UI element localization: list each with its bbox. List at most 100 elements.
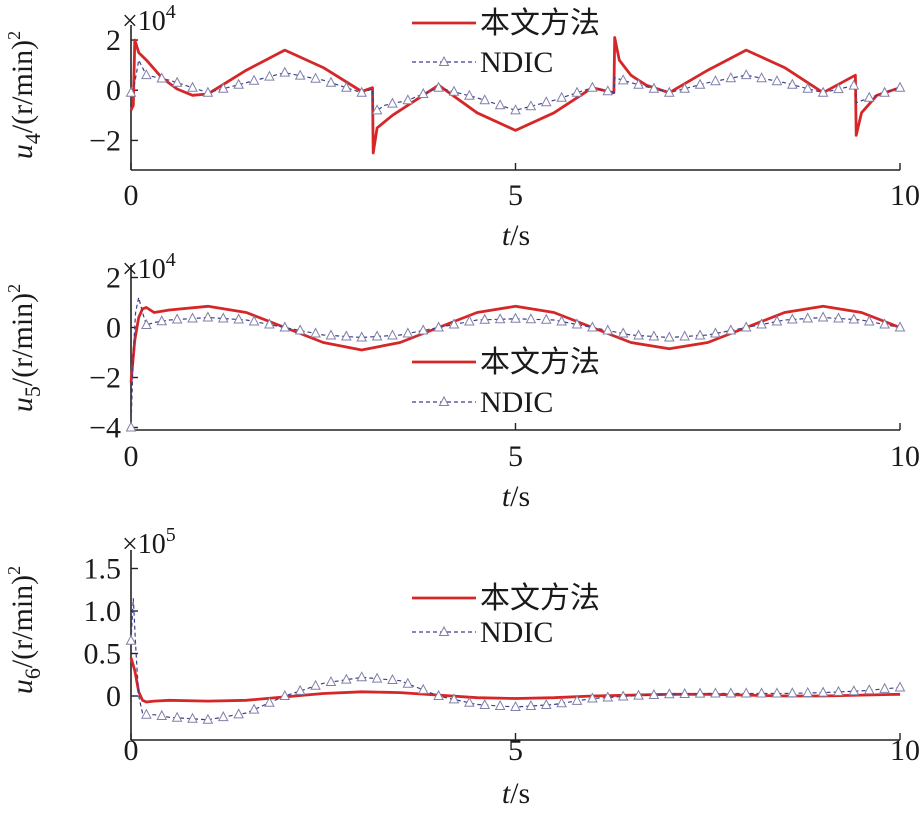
series-line-0 — [129, 657, 901, 704]
series-marker — [202, 311, 214, 322]
y-axis-sup: 2 — [4, 566, 24, 575]
x-tick-label: 5 — [508, 734, 523, 767]
axis-exponent-base: ×10 — [122, 6, 166, 37]
series-marker — [340, 673, 352, 684]
series-marker — [540, 313, 552, 324]
y-tick-label: 1.5 — [84, 553, 122, 586]
series-marker — [571, 86, 583, 97]
series-marker — [817, 311, 829, 322]
y-tick-label: 0 — [106, 680, 121, 713]
x-tick-label: 0 — [124, 179, 139, 212]
series-marker — [479, 313, 491, 324]
series-marker — [141, 318, 152, 329]
x-axis-label: t/s — [502, 219, 530, 252]
series-marker — [587, 321, 598, 332]
legend-label-0: 本文方法 — [480, 582, 600, 615]
series-marker — [802, 82, 814, 93]
series-marker — [602, 691, 614, 702]
series-marker — [325, 76, 337, 87]
series-marker — [433, 81, 444, 92]
series-marker — [848, 79, 860, 90]
series-marker — [725, 324, 737, 335]
series-marker — [387, 97, 398, 108]
series-marker — [141, 69, 152, 80]
series-marker — [587, 692, 598, 703]
series-marker — [171, 313, 183, 324]
series-marker — [433, 689, 444, 700]
y-axis-var: u — [6, 144, 39, 159]
series-marker — [817, 86, 829, 97]
y-axis-label: u5/(r/min)2 — [4, 284, 45, 412]
series-marker — [371, 672, 383, 683]
series-marker — [602, 85, 614, 96]
series-marker — [479, 698, 491, 710]
series-marker — [464, 315, 475, 326]
series-marker — [294, 324, 306, 335]
series-marker — [279, 66, 291, 77]
series-marker — [294, 684, 306, 695]
x-tick-label: 10 — [890, 179, 920, 212]
series-marker — [556, 697, 567, 708]
series-marker — [879, 318, 890, 329]
series-marker — [525, 699, 537, 711]
series-marker — [863, 315, 875, 326]
series-marker — [817, 686, 829, 697]
series-marker — [556, 315, 567, 326]
series-marker — [571, 694, 583, 705]
axis-exponent-base: ×10 — [122, 529, 166, 560]
series-marker — [448, 318, 460, 329]
series-marker — [171, 711, 183, 722]
x-axis-label: t/s — [502, 480, 530, 513]
y-axis-unit: /(r/min) — [6, 40, 39, 133]
series-marker — [710, 327, 721, 338]
series-marker — [417, 324, 429, 335]
y-axis-var: u — [6, 397, 39, 412]
series-marker — [494, 699, 506, 711]
axis-exponent-power: 5 — [166, 524, 176, 546]
x-tick-label: 10 — [890, 734, 920, 767]
series-marker — [602, 324, 614, 335]
series-marker — [233, 313, 244, 324]
series-marker — [756, 318, 767, 329]
series-marker — [633, 78, 644, 89]
series-marker — [417, 683, 429, 694]
legend-marker — [438, 625, 450, 636]
series-marker — [787, 687, 798, 698]
series-marker — [371, 330, 383, 341]
series-marker — [802, 312, 814, 323]
series-marker — [710, 687, 721, 698]
x-tick-label: 5 — [508, 179, 523, 212]
legend-label-1: NDIC — [480, 46, 553, 79]
series-marker — [694, 329, 706, 340]
series-marker — [187, 312, 198, 323]
series-marker — [848, 685, 860, 696]
series-marker — [402, 327, 414, 338]
x-tick-label: 5 — [508, 440, 523, 473]
axis-exponent: ×104 — [122, 1, 176, 37]
series-marker — [264, 70, 275, 81]
series-marker — [617, 74, 629, 85]
series-marker — [787, 313, 798, 324]
series-marker — [325, 329, 337, 340]
y-axis-sub: 6 — [20, 668, 45, 679]
series-marker — [663, 331, 675, 342]
series-marker — [187, 81, 198, 92]
series-marker — [217, 82, 229, 93]
y-tick-label: −4 — [89, 412, 121, 445]
series-marker — [756, 72, 767, 83]
series-marker — [402, 677, 414, 688]
series-marker — [663, 688, 675, 699]
series-marker — [433, 321, 444, 332]
series-marker — [587, 81, 598, 92]
series-line-0 — [129, 304, 901, 383]
series-marker — [417, 87, 429, 98]
series-marker — [448, 693, 460, 704]
legend-marker — [438, 395, 450, 406]
x-tick-label: 10 — [890, 440, 920, 473]
series-marker — [725, 687, 737, 698]
series-marker — [279, 321, 291, 332]
series-marker — [494, 99, 506, 110]
legend-label-1: NDIC — [480, 386, 553, 419]
